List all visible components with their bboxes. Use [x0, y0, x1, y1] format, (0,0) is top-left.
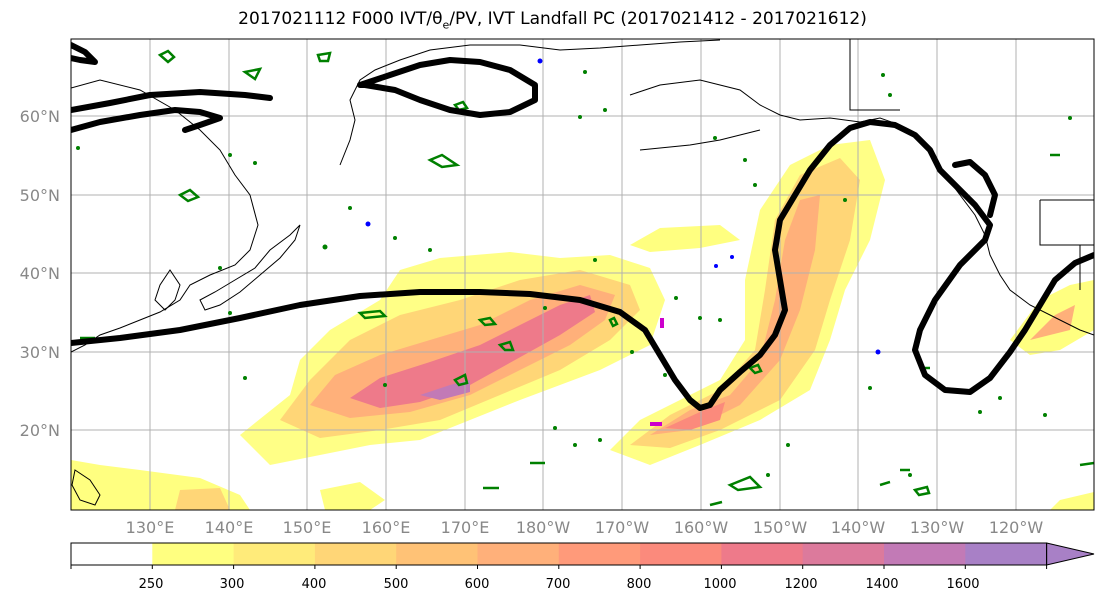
lon-label-160w: 160°W	[674, 518, 729, 537]
colorbar-tick-label: 400	[302, 577, 327, 592]
map-area	[71, 39, 1094, 510]
colorbar-tick-label: 500	[384, 577, 409, 592]
lon-label-130w: 130°W	[910, 518, 965, 537]
pc-contour-corner	[71, 42, 98, 65]
pv-contours-blue	[365, 58, 881, 355]
pc-contour-north-left	[71, 89, 273, 133]
ivt-region-southmid	[320, 482, 385, 510]
border-canada-us	[849, 39, 1094, 290]
coast-japan	[199, 224, 301, 311]
colorbar	[70, 542, 1095, 569]
colorbar-segment	[965, 543, 1048, 565]
lat-labels: 60°N 50°N 40°N 30°N 20°N	[20, 107, 60, 440]
title-suffix: /PV, IVT Landfall PC (2017021412 - 20170…	[449, 9, 867, 29]
lon-label-130e: 130°E	[126, 518, 175, 537]
lon-label-170w: 170°W	[595, 518, 650, 537]
lat-label-40: 40°N	[20, 264, 60, 283]
lon-label-120w: 120°W	[989, 518, 1044, 537]
ivt-region-northeast	[630, 225, 740, 252]
lon-labels: 130°E 140°E 150°E 160°E 170°E 180°W 170°…	[126, 518, 1044, 537]
colorbar-tick-label: 250	[139, 577, 164, 592]
pc-contour-main	[71, 119, 1094, 411]
pv-contours	[80, 49, 1094, 507]
colorbar-segment	[640, 543, 722, 565]
title-prefix: 2017021112 F000 IVT/θ	[238, 9, 443, 29]
colorbar-segment	[314, 543, 397, 565]
pc-contour-coast	[952, 159, 998, 218]
colorbar-extension	[1046, 542, 1095, 566]
lon-label-140w: 140°W	[831, 518, 886, 537]
ivt-region-southeast	[1010, 280, 1094, 355]
colorbar-segment	[558, 543, 641, 565]
lon-label-150e: 150°E	[283, 518, 332, 537]
colorbar-tick-label: 1600	[946, 577, 979, 592]
lon-label-170e: 170°E	[441, 518, 490, 537]
pc-contour-north-mid	[357, 57, 538, 118]
coast-aleutians	[639, 129, 761, 151]
ivt-region-east-800	[665, 402, 725, 430]
lat-label-30: 30°N	[20, 343, 60, 362]
map-title: 2017021112 F000 IVT/θe/PV, IVT Landfall …	[0, 9, 1105, 31]
pv-contours-magenta	[650, 318, 664, 426]
colorbar-tick-label: 800	[627, 577, 652, 592]
colorbar-segment	[396, 543, 479, 565]
colorbar-labels: 250 300 400 500 600 700 800 1000 1200 14…	[139, 577, 980, 592]
colorbar-tick-label: 1000	[703, 577, 736, 592]
lon-label-150w: 150°W	[753, 518, 808, 537]
colorbar-tick-label: 700	[546, 577, 571, 592]
colorbar-segment	[721, 543, 804, 565]
colorbar-tick-label: 300	[220, 577, 245, 592]
map-frame	[70, 38, 1095, 511]
colorbar-segment	[802, 543, 885, 565]
colorbar-tick-label: 1400	[865, 577, 898, 592]
ivt-region-southwest-inner	[175, 488, 230, 510]
lat-label-20: 20°N	[20, 421, 60, 440]
colorbar-segment	[477, 543, 560, 565]
lon-label-160e: 160°E	[362, 518, 411, 537]
colorbar-segment	[152, 543, 235, 565]
lat-label-50: 50°N	[20, 186, 60, 205]
colorbar-segment	[71, 543, 153, 565]
lon-label-180w: 180°W	[516, 518, 571, 537]
lat-label-60: 60°N	[20, 107, 60, 126]
colorbar-tick-label: 600	[465, 577, 490, 592]
colorbar-segment	[233, 543, 316, 565]
pc-contours	[71, 42, 1094, 411]
lon-label-140e: 140°E	[205, 518, 254, 537]
colorbar-tick-label: 1200	[784, 577, 817, 592]
colorbar-segment	[884, 543, 966, 565]
coast-philippines	[71, 469, 101, 506]
title-subscript: e	[442, 18, 450, 32]
ivt-region-southeast-inner	[1030, 305, 1075, 340]
coast-korea	[154, 269, 181, 311]
pv-contours-dots	[76, 70, 1072, 477]
ivt-region-bottom-right	[1050, 492, 1094, 510]
coast-kamchatka	[339, 39, 721, 166]
